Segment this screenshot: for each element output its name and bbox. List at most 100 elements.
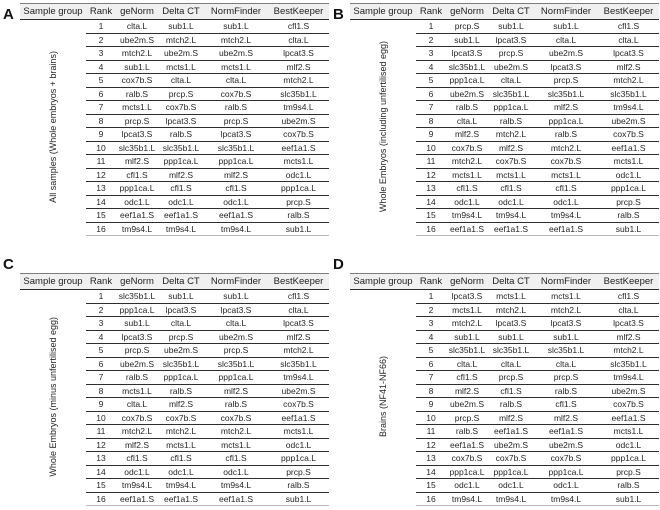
- rank-cell: 9: [416, 127, 446, 142]
- normfinder-cell: ralb.S: [204, 100, 268, 115]
- genorm-cell: odc1.L: [116, 195, 158, 209]
- delta-ct-cell: eef1a1.S: [488, 424, 534, 439]
- normfinder-cell: lpcat3.S: [534, 60, 598, 74]
- genorm-cell: sub1.L: [446, 33, 488, 47]
- rank-cell: 15: [86, 478, 116, 493]
- table-row: 4 slc35b1.L ube2m.S lpcat3.S mlf2.S: [350, 60, 659, 74]
- col-header-bestkeeper: BestKeeper: [598, 273, 659, 290]
- bestkeeper-cell: clta.L: [598, 33, 659, 47]
- table-row: 4 lpcat3.S prcp.S ube2m.S mlf2.S: [20, 330, 329, 344]
- bestkeeper-cell: ppp1ca.L: [268, 181, 329, 196]
- rank-cell: 10: [86, 411, 116, 425]
- delta-ct-cell: ppp1ca.L: [488, 465, 534, 479]
- delta-ct-cell: ube2m.S: [488, 60, 534, 74]
- col-header-delta-ct: Delta CT: [488, 3, 534, 20]
- panel-d: D Sample group Rank geNorm Delta CT Norm…: [330, 255, 660, 510]
- genorm-cell: mcts1.L: [116, 384, 158, 398]
- delta-ct-cell: eef1a1.S: [158, 208, 204, 223]
- genorm-cell: cox7b.S: [116, 73, 158, 88]
- normfinder-cell: sub1.L: [204, 19, 268, 34]
- delta-ct-cell: cfl1.S: [158, 181, 204, 196]
- table-row: 14 ppp1ca.L ppp1ca.L ppp1ca.L prcp.S: [350, 465, 659, 479]
- sample-group-cell: Whole Embryos (including unfertilised eg…: [350, 20, 416, 236]
- table-row: 10 cox7b.S cox7b.S cox7b.S eef1a1.S: [20, 411, 329, 425]
- table-row: 5 ppp1ca.L clta.L prcp.S mtch2.L: [350, 73, 659, 88]
- bestkeeper-cell: eef1a1.S: [598, 141, 659, 155]
- rank-cell: 16: [86, 492, 116, 506]
- normfinder-cell: slc35b1.L: [534, 87, 598, 101]
- genorm-cell: ppp1ca.L: [116, 181, 158, 196]
- normfinder-cell: mlf2.S: [204, 384, 268, 398]
- table-row: 14 odc1.L odc1.L odc1.L prcp.S: [20, 195, 329, 209]
- delta-ct-cell: mtch2.L: [488, 127, 534, 142]
- normfinder-cell: eef1a1.S: [534, 424, 598, 439]
- genorm-cell: mlf2.S: [116, 438, 158, 452]
- bestkeeper-cell: cfl1.S: [598, 19, 659, 34]
- normfinder-cell: ube2m.S: [204, 330, 268, 344]
- table-row: 5 cox7b.S clta.L clta.L mtch2.L: [20, 73, 329, 88]
- rank-cell: 9: [86, 127, 116, 142]
- delta-ct-cell: ralb.S: [488, 114, 534, 128]
- table-row: 4 sub1.L sub1.L sub1.L mlf2.S: [350, 330, 659, 344]
- bestkeeper-cell: cfl1.S: [268, 289, 329, 304]
- delta-ct-cell: ube2m.S: [158, 46, 204, 61]
- table-row: 14 odc1.L odc1.L odc1.L prcp.S: [20, 465, 329, 479]
- rank-cell: 1: [416, 289, 446, 304]
- col-header-sample-group: Sample group: [20, 3, 86, 20]
- delta-ct-cell: mlf2.S: [158, 397, 204, 412]
- table-row: 9 clta.L mlf2.S ralb.S cox7b.S: [20, 397, 329, 412]
- rank-cell: 6: [86, 357, 116, 371]
- normfinder-cell: ppp1ca.L: [204, 370, 268, 385]
- bestkeeper-cell: cfl1.S: [268, 19, 329, 34]
- table-body: Whole Embryos (minus unfertilised egg) 1 s…: [20, 289, 329, 506]
- col-header-sample-group: Sample group: [20, 273, 86, 290]
- bestkeeper-cell: sub1.L: [598, 222, 659, 236]
- normfinder-cell: sub1.L: [204, 289, 268, 304]
- genorm-cell: mcts1.L: [446, 168, 488, 182]
- rank-cell: 4: [86, 60, 116, 74]
- table-header-row: Sample group Rank geNorm Delta CT NormFi…: [350, 3, 659, 20]
- panel-b-letter: B: [333, 6, 344, 23]
- normfinder-cell: ube2m.S: [204, 46, 268, 61]
- normfinder-cell: odc1.L: [534, 195, 598, 209]
- table-row: 12 cfl1.S mlf2.S mlf2.S odc1.L: [20, 168, 329, 182]
- normfinder-cell: clta.L: [204, 73, 268, 88]
- delta-ct-cell: clta.L: [488, 73, 534, 88]
- rank-cell: 10: [86, 141, 116, 155]
- delta-ct-cell: prcp.S: [158, 330, 204, 344]
- genorm-cell: cox7b.S: [116, 411, 158, 425]
- delta-ct-cell: ralb.S: [488, 397, 534, 412]
- table-row: 6 ube2m.S slc35b1.L slc35b1.L slc35b1.L: [350, 87, 659, 101]
- delta-ct-cell: slc35b1.L: [158, 141, 204, 155]
- genorm-cell: lpcat3.S: [116, 330, 158, 344]
- delta-ct-cell: clta.L: [158, 73, 204, 88]
- genorm-cell: slc35b1.L: [116, 141, 158, 155]
- bestkeeper-cell: prcp.S: [268, 195, 329, 209]
- genorm-cell: ralb.S: [116, 87, 158, 101]
- delta-ct-cell: slc35b1.L: [158, 357, 204, 371]
- normfinder-cell: odc1.L: [204, 465, 268, 479]
- bestkeeper-cell: prcp.S: [598, 195, 659, 209]
- genorm-cell: cfl1.S: [446, 370, 488, 385]
- delta-ct-cell: sub1.L: [488, 330, 534, 344]
- bestkeeper-cell: lpcat3.S: [598, 46, 659, 61]
- rank-cell: 4: [416, 60, 446, 74]
- table-row: 16 tm9s4.L tm9s4.L tm9s4.L sub1.L: [350, 492, 659, 506]
- rank-cell: 7: [86, 370, 116, 385]
- rank-cell: 5: [416, 343, 446, 358]
- normfinder-cell: cfl1.S: [534, 181, 598, 196]
- table-row: 12 mlf2.S mcts1.L mcts1.L odc1.L: [20, 438, 329, 452]
- bestkeeper-cell: ppp1ca.L: [268, 451, 329, 466]
- genorm-cell: mtch2.L: [446, 154, 488, 169]
- delta-ct-cell: eef1a1.S: [158, 492, 204, 506]
- delta-ct-cell: mtch2.L: [158, 33, 204, 47]
- rank-cell: 2: [86, 303, 116, 317]
- bestkeeper-cell: mtch2.L: [268, 343, 329, 358]
- delta-ct-cell: mlf2.S: [488, 411, 534, 425]
- rank-cell: 16: [86, 222, 116, 236]
- genorm-cell: mlf2.S: [116, 154, 158, 169]
- bestkeeper-cell: slc35b1.L: [268, 357, 329, 371]
- normfinder-cell: ppp1ca.L: [534, 465, 598, 479]
- delta-ct-cell: mlf2.S: [488, 141, 534, 155]
